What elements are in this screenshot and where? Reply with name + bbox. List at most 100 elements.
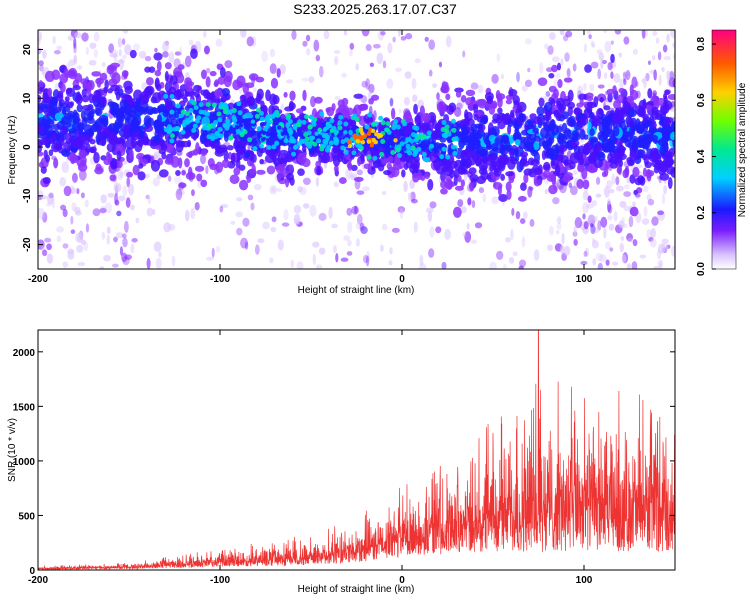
heatmap-cell <box>164 70 169 82</box>
heatmap-cell <box>334 56 339 66</box>
heatmap-cell <box>56 235 62 243</box>
heatmap-cell <box>205 67 211 74</box>
heatmap-cell <box>320 155 328 164</box>
heatmap-cell <box>59 177 67 187</box>
top-y-tick-label: 10 <box>22 92 33 104</box>
heatmap-cell <box>269 63 277 75</box>
colorbar-tick-label: 0.4 <box>696 149 707 163</box>
heatmap-cell <box>121 38 126 46</box>
heatmap-cell <box>470 82 479 90</box>
heatmap-cell <box>651 106 659 116</box>
heatmap-cell <box>214 130 220 136</box>
heatmap-cell <box>618 220 625 229</box>
heatmap-cell <box>265 132 271 137</box>
heatmap-cell <box>116 150 122 161</box>
heatmap-cell <box>90 123 98 133</box>
heatmap-cell <box>122 256 130 266</box>
heatmap-cell <box>283 208 289 221</box>
heatmap-cell <box>544 188 549 195</box>
heatmap-cell <box>297 168 305 177</box>
heatmap-cell <box>664 89 671 95</box>
heatmap-cell <box>632 48 639 55</box>
heatmap-cell <box>623 36 630 45</box>
heatmap-cell <box>45 118 55 128</box>
heatmap-cell <box>410 198 418 204</box>
heatmap-cell <box>659 144 667 156</box>
heatmap-cell <box>543 101 553 113</box>
heatmap-cell <box>441 120 447 126</box>
heatmap-cell <box>581 167 588 180</box>
heatmap-cell <box>393 138 398 143</box>
heatmap-cell <box>603 227 607 239</box>
heatmap-cell <box>113 182 122 193</box>
heatmap-cell <box>653 166 660 174</box>
heatmap-cell <box>657 259 664 268</box>
heatmap-cell <box>635 81 639 88</box>
heatmap-cell <box>443 133 449 139</box>
heatmap-cell <box>301 119 307 125</box>
heatmap-cell <box>556 216 562 225</box>
heatmap-cell <box>110 62 120 68</box>
heatmap-cell <box>224 70 233 83</box>
heatmap-cell <box>89 42 97 49</box>
heatmap-cell <box>587 195 592 203</box>
heatmap-cell <box>145 118 150 125</box>
heatmap-cell <box>355 237 360 247</box>
heatmap-cell <box>223 150 229 163</box>
heatmap-cell <box>591 43 596 48</box>
heatmap-cell <box>608 188 615 194</box>
heatmap-cell <box>525 137 531 149</box>
heatmap-cell <box>56 226 65 233</box>
heatmap-cell <box>316 165 322 176</box>
heatmap-cell <box>343 30 348 36</box>
heatmap-cell <box>399 141 405 147</box>
heatmap-cell <box>281 222 290 227</box>
heatmap-cell <box>302 203 310 209</box>
heatmap-cell <box>190 48 198 60</box>
heatmap-cell <box>295 108 304 114</box>
bottom-x-tick-label: 100 <box>576 575 593 586</box>
heatmap-cell <box>261 130 267 136</box>
heatmap-cell <box>83 241 89 252</box>
heatmap-cell <box>425 207 434 214</box>
heatmap-cell <box>571 130 579 143</box>
heatmap-cell <box>276 187 283 193</box>
heatmap-cell <box>563 77 573 83</box>
heatmap-cell <box>266 165 276 175</box>
heatmap-cell <box>638 99 647 111</box>
heatmap-cell <box>655 37 660 44</box>
heatmap-cell <box>667 177 673 190</box>
heatmap-cell <box>578 93 587 100</box>
heatmap-cell <box>38 125 45 135</box>
heatmap-cell <box>607 152 614 163</box>
heatmap-cell <box>382 60 387 69</box>
heatmap-cell <box>272 153 277 164</box>
heatmap-cell <box>500 155 509 165</box>
heatmap-cell <box>361 30 370 37</box>
heatmap-cell <box>128 149 134 160</box>
heatmap-cell <box>143 124 154 133</box>
heatmap-cell <box>412 94 418 103</box>
heatmap-cell <box>109 53 118 58</box>
heatmap-cell <box>426 130 432 136</box>
heatmap-cell <box>131 237 138 243</box>
heatmap-cell <box>645 104 653 111</box>
heatmap-cell <box>272 111 278 117</box>
heatmap-cell <box>368 98 374 105</box>
heatmap-cell <box>71 172 78 183</box>
heatmap-cell <box>278 149 289 156</box>
heatmap-cell <box>48 192 54 199</box>
heatmap-cell <box>284 106 294 112</box>
heatmap-cell <box>180 109 186 115</box>
heatmap-cell <box>435 226 442 234</box>
heatmap-cell <box>239 179 249 191</box>
heatmap-cell <box>117 37 122 48</box>
heatmap-cell <box>269 185 278 195</box>
heatmap-cell <box>106 234 110 245</box>
bottom-x-axis-label: Height of straight line (km) <box>298 584 415 595</box>
heatmap-cell <box>652 92 657 103</box>
heatmap-cell <box>215 98 226 104</box>
heatmap-cell <box>511 207 515 216</box>
heatmap-cell <box>216 111 222 117</box>
heatmap-cell <box>576 179 584 189</box>
